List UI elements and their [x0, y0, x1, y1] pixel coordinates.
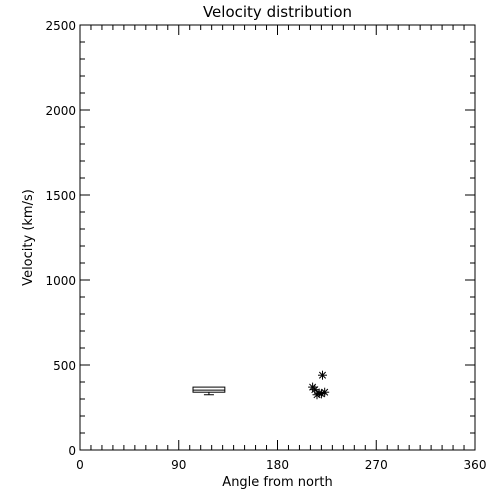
data-point	[317, 370, 327, 380]
y-tick-label: 2500	[45, 19, 76, 33]
asterisk-stroke	[317, 390, 325, 398]
box-plot	[192, 386, 226, 396]
x-tick-label: 0	[76, 458, 84, 472]
y-axis-label: Velocity (km/s)	[21, 189, 36, 286]
x-tick-label: 270	[365, 458, 388, 472]
box-rect	[192, 386, 226, 393]
plot-frame	[79, 24, 476, 451]
data-points	[308, 370, 330, 400]
asterisk-stroke	[311, 386, 319, 394]
asterisk-stroke	[318, 371, 327, 379]
data-point	[316, 389, 326, 399]
y-tick-label: 500	[53, 359, 76, 373]
x-tick-label: 90	[171, 458, 186, 472]
x-axis-label: Angle from north	[222, 475, 332, 490]
y-tick-label: 2000	[45, 104, 76, 118]
data-point	[310, 385, 320, 395]
asterisk-stroke	[313, 391, 321, 399]
chart-title: Velocity distribution	[203, 3, 352, 21]
y-tick-label: 0	[68, 444, 76, 458]
y-tick-label: 1500	[45, 189, 76, 203]
y-tick-label: 1000	[45, 274, 76, 288]
x-tick-label: 360	[464, 458, 487, 472]
axis-ticks	[79, 24, 476, 451]
axis-tick-labels: 0 90 180 270 360 0 500 1000 1500 2000 2500	[45, 19, 486, 472]
x-tick-label: 180	[266, 458, 289, 472]
